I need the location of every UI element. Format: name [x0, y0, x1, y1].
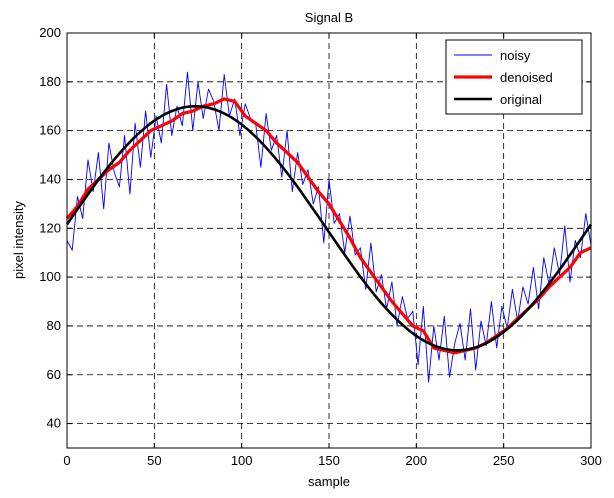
x-tick-label: 0	[63, 453, 70, 468]
series-line-original	[65, 104, 593, 352]
x-axis-label: sample	[308, 474, 350, 489]
y-tick-label: 200	[39, 25, 61, 40]
y-tick-label: 180	[39, 74, 61, 89]
y-tick-label: 120	[39, 220, 61, 235]
x-tick-label: 50	[147, 453, 161, 468]
legend-label-denoised: denoised	[500, 70, 553, 85]
legend: noisy denoised original	[445, 39, 583, 115]
legend-label-noisy: noisy	[500, 48, 531, 63]
y-tick-label: 80	[47, 318, 61, 333]
x-tick-label: 150	[318, 453, 340, 468]
y-tick-label: 140	[39, 171, 61, 186]
y-tick-label: 60	[47, 367, 61, 382]
x-tick-label: 250	[493, 453, 515, 468]
grid	[67, 33, 591, 448]
chart-title: Signal B	[305, 10, 353, 25]
y-tick-label: 100	[39, 269, 61, 284]
series-group	[65, 71, 593, 383]
x-tick-label: 300	[580, 453, 602, 468]
legend-label-original: original	[500, 92, 542, 107]
x-tick-label: 200	[405, 453, 427, 468]
y-axis-label: pixel intensity	[11, 200, 26, 279]
x-tick-label: 100	[231, 453, 253, 468]
y-tick-label: 40	[47, 416, 61, 431]
y-tick-label: 160	[39, 123, 61, 138]
y-axis: 40 60 80 100 120 140 160 180 200	[39, 25, 591, 431]
x-axis: 0 50 100 150 200 250 300	[63, 33, 602, 468]
